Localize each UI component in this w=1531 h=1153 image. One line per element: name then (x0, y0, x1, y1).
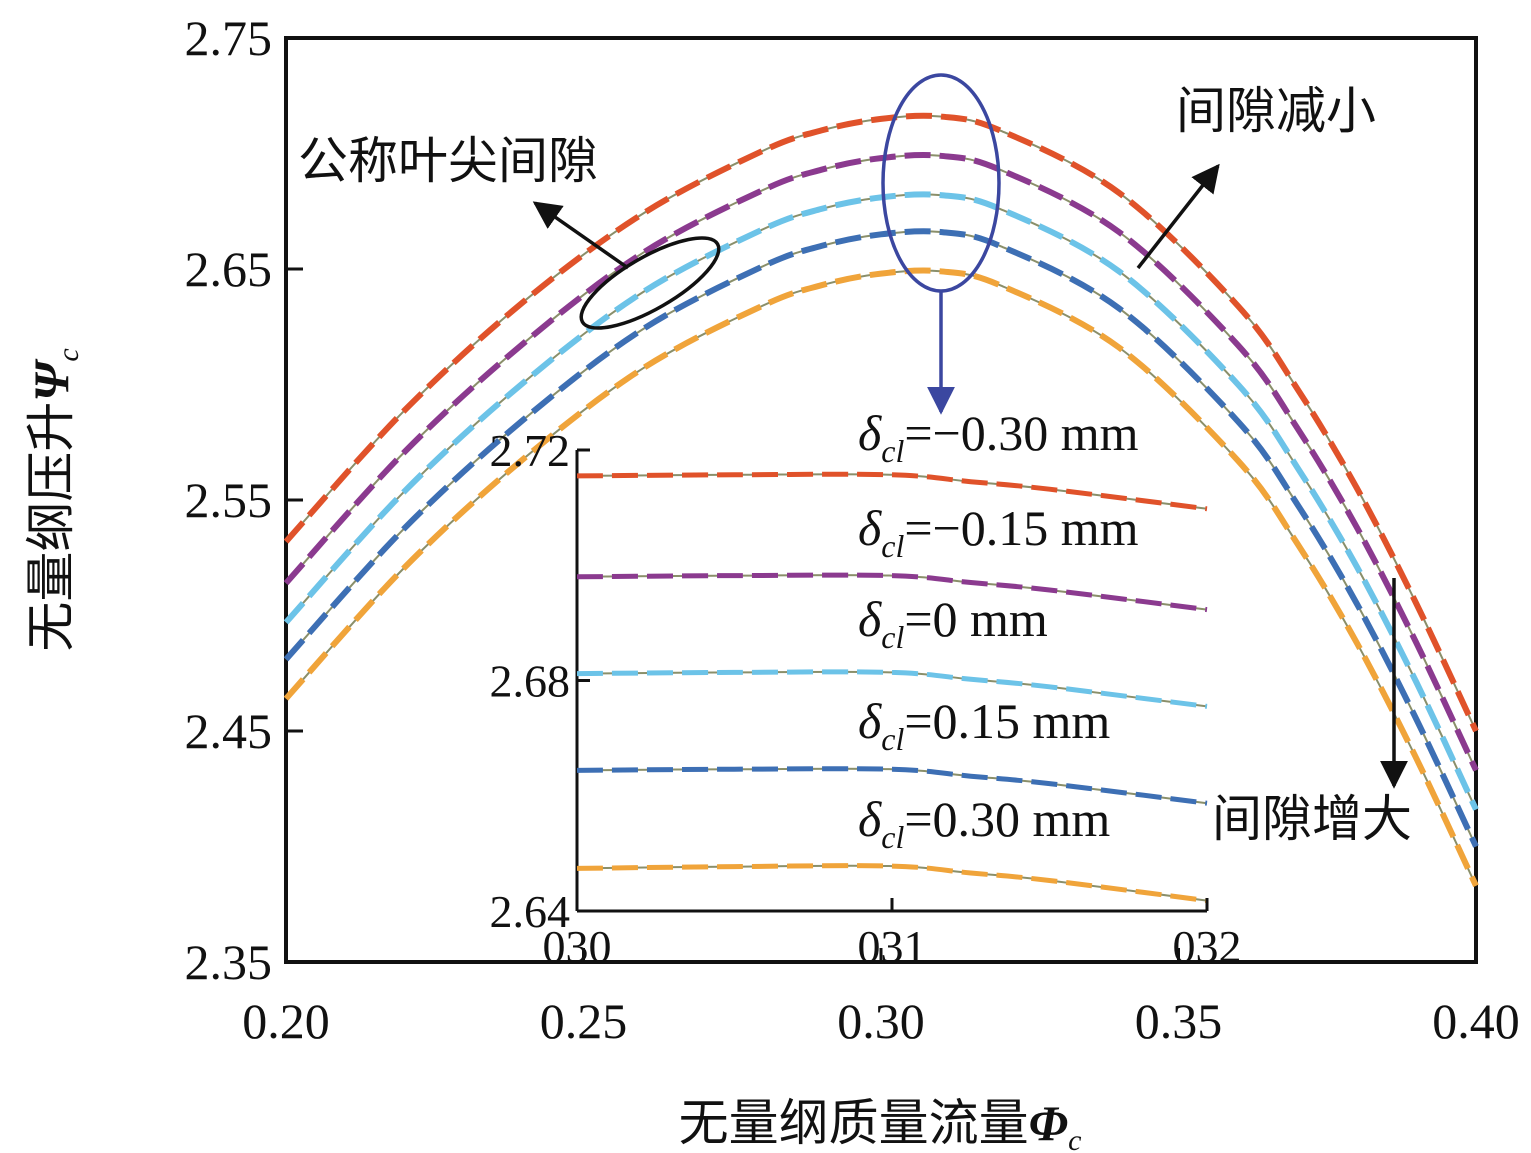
main-series-2 (283, 191, 1479, 811)
inset-x-tick-label: 030 (543, 921, 612, 972)
inset-series-0 (576, 471, 1208, 512)
inset-series-1-thin (576, 574, 1208, 611)
y-tick-label: 2.65 (185, 241, 273, 297)
inset-y-tick-label: 2.68 (490, 656, 571, 707)
y-tick-label: 2.75 (185, 10, 273, 66)
main-series-group (283, 112, 1479, 888)
inset-plot: 030 031 032 2.64 2.68 2.72 (490, 425, 1242, 972)
zoom-region-ellipse (881, 73, 1001, 293)
inset-series-3 (576, 766, 1208, 806)
y-tick-label: 2.35 (185, 934, 273, 990)
y-tick-label: 2.45 (185, 703, 273, 759)
inset-series-3-thin (576, 767, 1208, 805)
y-axis-title: 无量纲压升Ψc (22, 348, 85, 651)
nominal-clearance-arrow (532, 201, 630, 270)
clearance-decrease-label: 间隙减小 (1176, 82, 1376, 140)
x-axis-title: 无量纲质量流量Φc (679, 1094, 1082, 1153)
inset-series-2 (576, 669, 1208, 709)
x-tick-label: 0.20 (242, 993, 330, 1049)
inset-legend: δcl=−0.30 mm δcl=−0.15 mm δcl=0 mm δcl=0.15… (858, 405, 1139, 855)
nominal-clearance-ellipse (579, 236, 721, 330)
inset-x-tick-label: 032 (1173, 921, 1242, 972)
x-tick-label: 0.35 (1135, 993, 1223, 1049)
inset-series-1 (576, 572, 1208, 613)
nominal-clearance-label: 公称叶尖间隙 (298, 132, 598, 190)
clearance-decrease-arrow (1136, 163, 1220, 270)
main-series-3 (283, 228, 1479, 848)
main-series-1 (283, 152, 1479, 772)
inset-legend-label-0: δcl=−0.30 mm (858, 405, 1139, 469)
main-series-0 (283, 112, 1479, 733)
main-axis-ticks: 0.20 0.25 0.30 0.35 0.40 2.35 2.45 2.55 2.65 2.75 (185, 10, 1520, 1049)
inset-series-group (576, 471, 1208, 904)
inset-legend-label-2: δcl=0 mm (858, 591, 1048, 655)
inset-y-tick-label: 2.64 (490, 886, 571, 937)
inset-legend-label-4: δcl=0.30 mm (858, 791, 1110, 855)
inset-series-4 (576, 863, 1208, 904)
inset-x-tick-label: 031 (858, 921, 927, 972)
inset-legend-label-3: δcl=0.15 mm (858, 693, 1110, 757)
inset-y-tick-label: 2.72 (490, 425, 571, 476)
inset-series-4-thin (576, 864, 1208, 902)
inset-legend-label-1: δcl=−0.15 mm (858, 500, 1139, 564)
main-series-4 (283, 267, 1479, 888)
y-tick-label: 2.55 (185, 472, 273, 528)
x-tick-label: 0.40 (1432, 993, 1520, 1049)
x-tick-label: 0.25 (540, 993, 628, 1049)
inset-series-2-thin (576, 670, 1208, 708)
clearance-increase-label: 间隙增大 (1212, 790, 1412, 848)
x-tick-label: 0.30 (837, 993, 925, 1049)
inset-axis-ticks: 030 031 032 2.64 2.68 2.72 (490, 425, 1242, 972)
